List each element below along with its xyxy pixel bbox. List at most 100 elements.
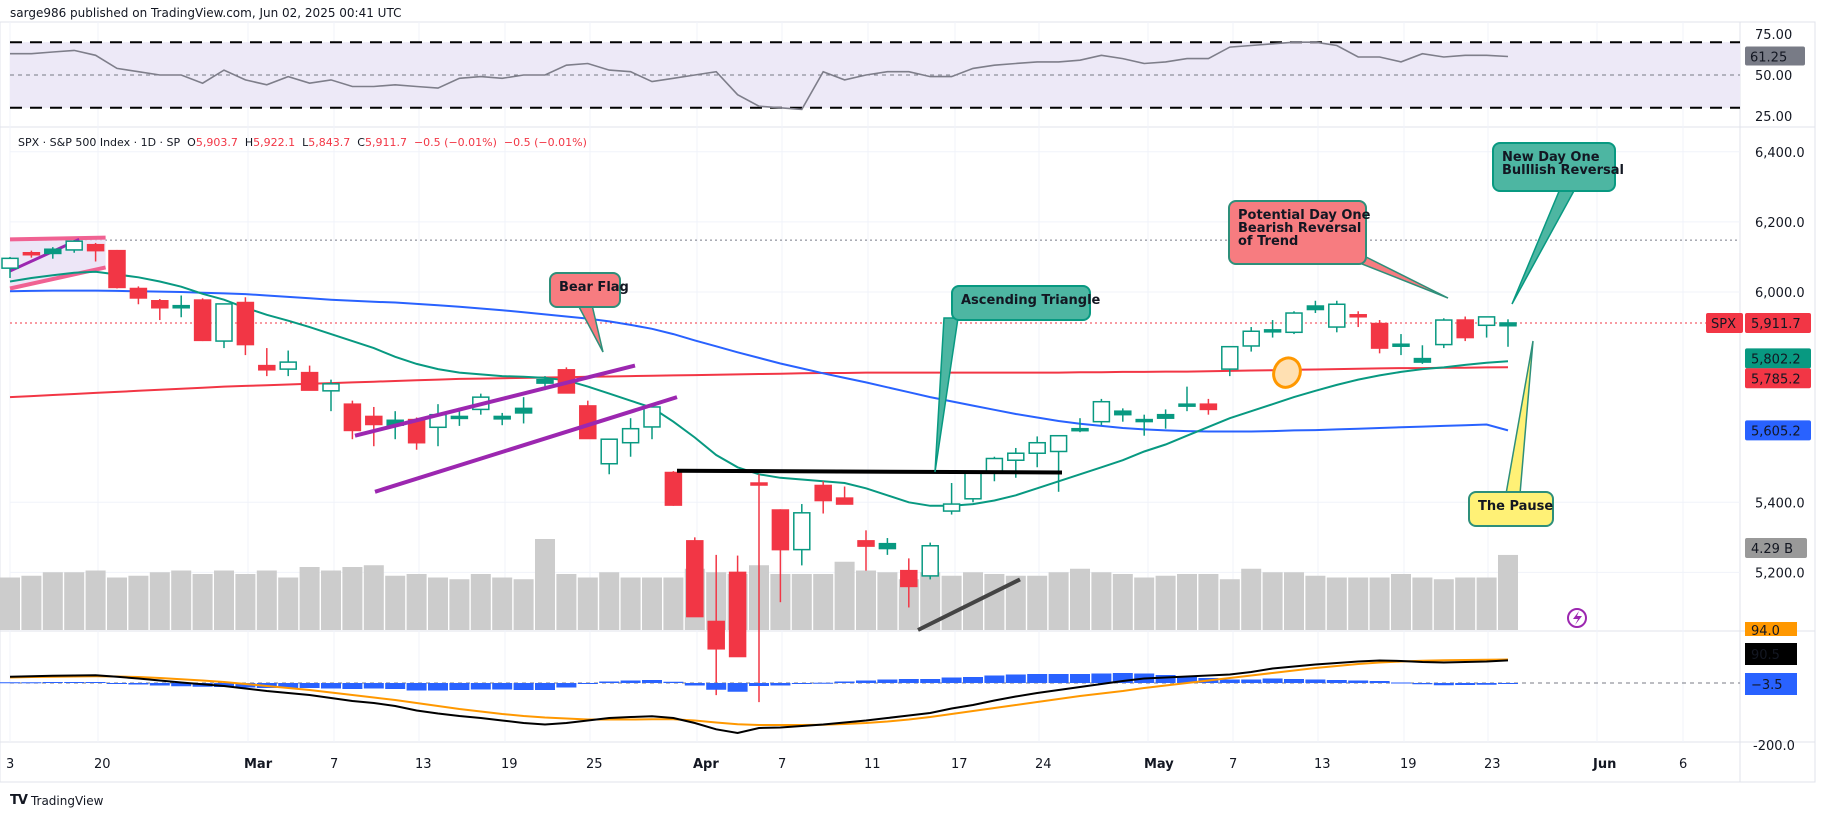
volume-bar [1391, 574, 1411, 630]
macd-histogram-bar [1348, 680, 1369, 683]
the-pause-callout: The Pause [1468, 340, 1554, 527]
date-tick-label: 3 [6, 757, 14, 772]
macd-histogram-bar [556, 683, 577, 688]
rsi-tick-label: 75.00 [1755, 28, 1792, 43]
volume-bar [556, 574, 577, 630]
volume-bar [1048, 572, 1069, 630]
volume-bar [385, 575, 406, 630]
volume-bar [856, 570, 876, 630]
macd-histogram-bar [1005, 674, 1026, 683]
macd-histogram-bar [684, 683, 705, 686]
candle-up [215, 303, 233, 342]
candle-down [814, 484, 832, 502]
candle-up [1285, 312, 1303, 334]
macd-histogram-bar [21, 682, 42, 684]
macd-histogram-bar [620, 680, 641, 683]
macd-signal-badge [1745, 622, 1797, 636]
macd-histogram-bar [342, 683, 363, 689]
macd-histogram-bar [749, 683, 769, 686]
candle-up [493, 415, 511, 420]
macd-histogram-bar [149, 683, 170, 686]
high-label: H [244, 136, 254, 149]
candle-down [835, 497, 854, 505]
macd-histogram-bar [1219, 679, 1240, 683]
volume-bar [1305, 575, 1326, 630]
candle-up [643, 406, 661, 428]
candle-up [1499, 322, 1517, 327]
volume-bar [128, 575, 149, 630]
bear-flag-callout-box [549, 272, 621, 308]
volume-bar [1498, 554, 1518, 630]
last-price-badge-label: 5,911.7 [1751, 317, 1801, 332]
macd-histogram-bar [663, 681, 684, 683]
macd-histogram-bar [706, 683, 727, 690]
macd-histogram-bar [64, 682, 85, 683]
symbol-info: SPX · S&P 500 Index · 1D · SP [18, 136, 181, 149]
macd-histogram-bar [1369, 681, 1390, 683]
candle-down [129, 287, 148, 299]
bear-flag-lower-line [374, 395, 678, 494]
bear-flag-callout-text: Bear Flag [559, 280, 629, 295]
candle-up [44, 248, 62, 255]
date-tick-label: 19 [501, 757, 518, 772]
the-pause-callout-text: The Pause [1478, 499, 1553, 514]
bear-flag-callout: Bear Flag [549, 272, 629, 353]
volume-bar [492, 577, 513, 630]
macd-histogram-bar [107, 683, 127, 684]
candle-up [942, 503, 961, 512]
candle-down [193, 299, 212, 342]
triangle-support-line [917, 577, 1021, 632]
candle-up [1049, 434, 1068, 453]
low-label: L [302, 136, 309, 149]
macd-histogram-bar [1455, 683, 1476, 685]
volume-bar [535, 539, 555, 630]
bearish-reversal-callout-box [1228, 200, 1367, 265]
macd-histogram-bar [428, 683, 448, 691]
volume-badge [1745, 538, 1807, 558]
close-label: C [357, 136, 365, 149]
macd-histogram-bar [1070, 674, 1090, 683]
volume-bar [449, 579, 470, 630]
candle-up [1028, 441, 1046, 454]
macd-histogram-bar [984, 675, 1005, 683]
volume-bar [941, 575, 962, 630]
flag-bottom-line [9, 265, 107, 291]
date-tick-label: 13 [415, 757, 432, 772]
date-tick-label: 25 [586, 757, 603, 772]
sma200-line [9, 366, 1509, 399]
sma50-badge-label: 5,605.2 [1751, 424, 1801, 439]
price-tick-label: 6,200.0 [1755, 216, 1805, 231]
ascending-triangle-callout-pointer [934, 317, 959, 473]
volume-bar [428, 577, 448, 630]
bullish-reversal-callout-text: Bulllish Reversal [1502, 163, 1624, 178]
macd-histogram-bar [1476, 683, 1497, 685]
candle-up [1263, 329, 1282, 333]
bear-flag-upper-line [354, 363, 636, 438]
macd-tick-label: -200.0 [1753, 739, 1795, 754]
candle-down [365, 415, 383, 426]
tradingview-logo[interactable]: TV TradingView [10, 793, 103, 808]
macd-value-badge [1745, 643, 1797, 665]
close-value: 5,911.7 [364, 136, 407, 149]
macd-histogram-bar [42, 682, 63, 683]
macd-signal-line [9, 658, 1509, 726]
change-value-2: −0.5 (−0.01%) [503, 136, 587, 149]
volume-bar [834, 561, 855, 630]
date-tick-label: Mar [244, 757, 273, 772]
volume-bar [214, 570, 234, 630]
open-value: 5,903.7 [195, 136, 238, 149]
candle-up [65, 240, 83, 251]
volume-bar [877, 572, 898, 630]
candle-up [1135, 418, 1153, 423]
candle-up [921, 545, 939, 577]
sma200-badge [1745, 368, 1811, 389]
macd-histogram-bar [1412, 683, 1433, 685]
macd-histogram-bar [856, 680, 876, 683]
volume-bar [599, 572, 620, 630]
volume-bar [813, 574, 834, 630]
volume-bar [663, 577, 684, 630]
open-label: O [187, 136, 196, 149]
volume-bar [278, 577, 299, 630]
